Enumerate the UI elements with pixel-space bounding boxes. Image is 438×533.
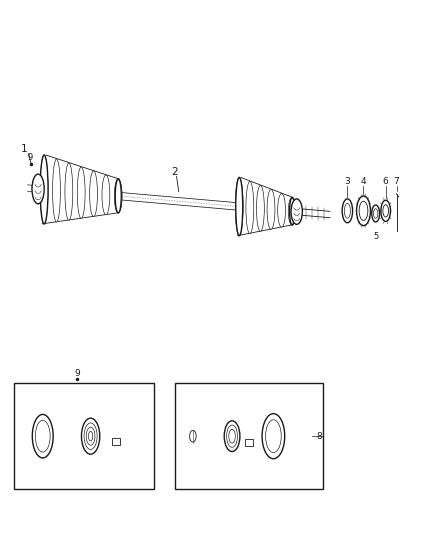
Ellipse shape xyxy=(290,197,295,225)
Ellipse shape xyxy=(40,155,48,224)
Ellipse shape xyxy=(383,205,389,217)
Text: 9: 9 xyxy=(74,369,80,378)
Ellipse shape xyxy=(357,196,371,225)
Bar xyxy=(113,438,120,445)
Text: 9: 9 xyxy=(28,153,33,162)
Ellipse shape xyxy=(115,179,121,213)
Ellipse shape xyxy=(229,429,235,443)
Text: 3: 3 xyxy=(345,177,350,186)
Ellipse shape xyxy=(190,430,196,442)
Ellipse shape xyxy=(278,193,286,227)
Bar xyxy=(245,439,253,446)
Ellipse shape xyxy=(226,425,237,447)
Ellipse shape xyxy=(342,199,353,223)
Ellipse shape xyxy=(381,200,391,221)
Text: 1: 1 xyxy=(21,144,27,154)
Bar xyxy=(176,383,323,489)
Text: 6: 6 xyxy=(383,177,389,186)
Ellipse shape xyxy=(81,418,100,454)
Ellipse shape xyxy=(102,175,110,215)
Ellipse shape xyxy=(53,159,60,222)
Ellipse shape xyxy=(224,421,240,451)
Ellipse shape xyxy=(114,179,122,213)
Ellipse shape xyxy=(32,415,53,458)
Text: 4: 4 xyxy=(360,177,366,186)
Ellipse shape xyxy=(265,419,281,453)
Ellipse shape xyxy=(77,167,85,219)
Ellipse shape xyxy=(262,414,285,459)
Ellipse shape xyxy=(267,189,275,229)
Ellipse shape xyxy=(84,423,97,449)
Ellipse shape xyxy=(88,431,93,441)
Ellipse shape xyxy=(374,209,378,218)
Ellipse shape xyxy=(40,155,48,224)
Ellipse shape xyxy=(90,171,98,216)
Bar xyxy=(14,383,154,489)
Ellipse shape xyxy=(65,163,73,220)
Ellipse shape xyxy=(35,420,50,452)
Ellipse shape xyxy=(32,174,44,204)
Ellipse shape xyxy=(236,177,243,236)
Text: 5: 5 xyxy=(373,232,378,241)
Ellipse shape xyxy=(246,181,254,233)
Text: 2: 2 xyxy=(171,167,178,177)
Ellipse shape xyxy=(257,185,264,231)
Ellipse shape xyxy=(344,204,350,218)
Ellipse shape xyxy=(291,199,302,224)
Text: 8: 8 xyxy=(316,432,322,441)
Ellipse shape xyxy=(288,197,296,225)
Ellipse shape xyxy=(86,427,95,445)
Ellipse shape xyxy=(235,177,243,236)
Text: 7: 7 xyxy=(394,177,399,186)
Ellipse shape xyxy=(359,201,368,220)
Ellipse shape xyxy=(372,205,380,222)
